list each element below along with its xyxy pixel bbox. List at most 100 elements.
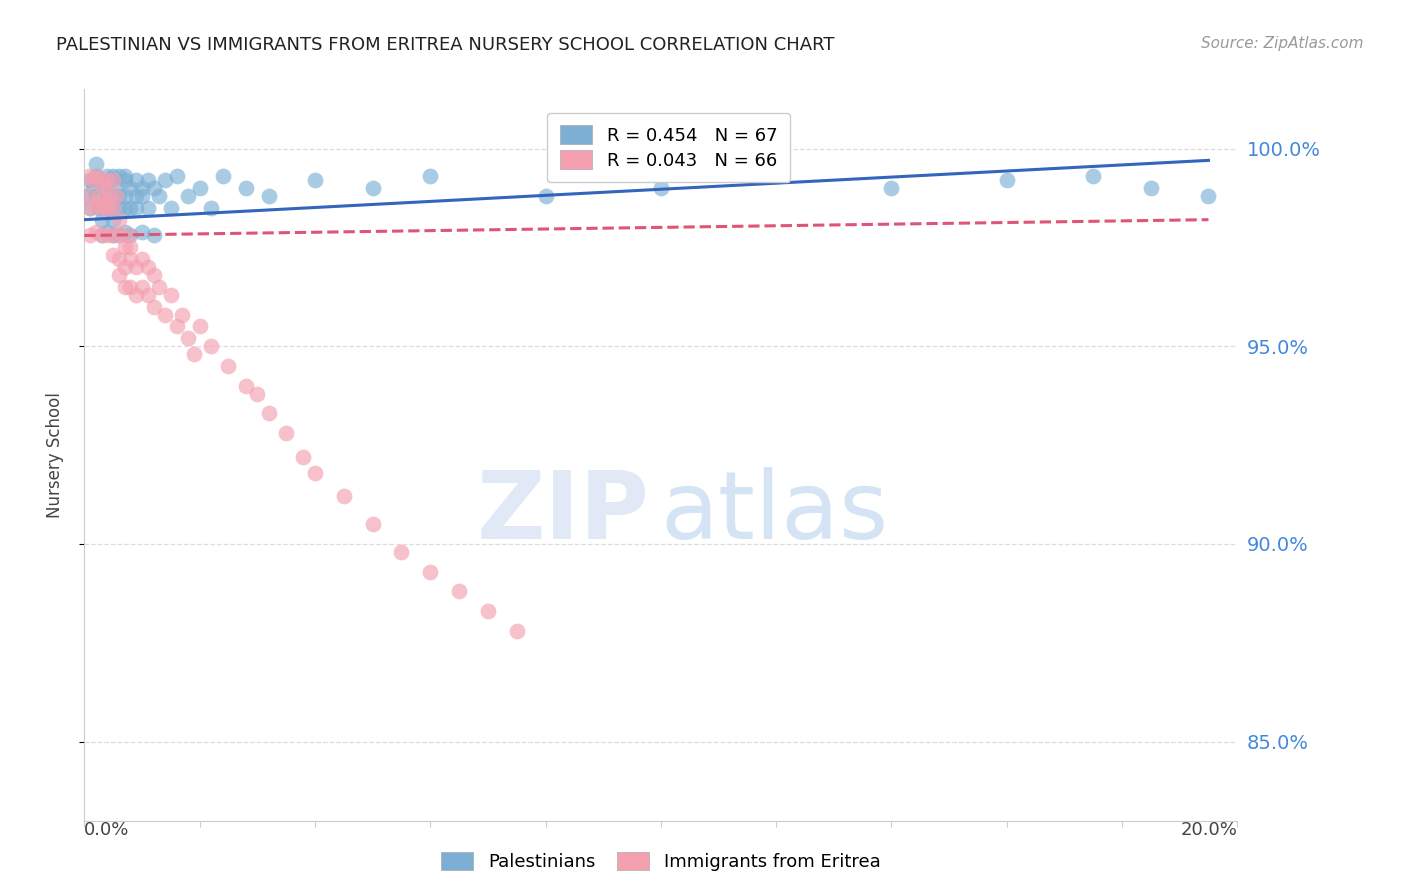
Point: [105, 181, 128, 195]
Point: [103, 228, 125, 243]
Point: [114, 189, 136, 203]
Text: ZIP: ZIP: [477, 467, 650, 559]
Point: [200, 339, 222, 353]
Point: [131, 189, 153, 203]
Point: [84, 169, 107, 184]
Point: [98, 173, 121, 187]
Point: [120, 181, 142, 195]
Point: [188, 319, 211, 334]
Point: [108, 268, 131, 282]
Point: [131, 225, 153, 239]
Point: [125, 189, 148, 203]
Point: [76, 189, 98, 203]
Point: [131, 181, 153, 195]
Point: [90, 212, 112, 227]
Point: [79, 173, 101, 187]
Point: [90, 197, 112, 211]
Point: [188, 181, 211, 195]
Point: [120, 201, 142, 215]
Point: [218, 359, 240, 373]
Point: [96, 201, 118, 215]
Point: [477, 604, 499, 618]
Point: [172, 308, 194, 322]
Point: [79, 228, 101, 243]
Point: [114, 225, 136, 239]
Point: [96, 169, 118, 184]
Point: [995, 173, 1018, 187]
Point: [235, 181, 257, 195]
Point: [200, 201, 222, 215]
Point: [90, 201, 112, 215]
Point: [125, 260, 148, 274]
Point: [114, 173, 136, 187]
Point: [166, 319, 188, 334]
Point: [304, 466, 326, 480]
Point: [120, 240, 142, 254]
Point: [1198, 189, 1220, 203]
Point: [276, 426, 298, 441]
Point: [114, 260, 136, 274]
Point: [98, 189, 121, 203]
Point: [82, 181, 104, 195]
Point: [153, 308, 176, 322]
Point: [1140, 181, 1163, 195]
Point: [153, 173, 176, 187]
Point: [246, 386, 269, 401]
Point: [82, 173, 104, 187]
Point: [96, 197, 118, 211]
Point: [103, 212, 125, 227]
Point: [103, 201, 125, 215]
Point: [880, 181, 903, 195]
Text: 20.0%: 20.0%: [1181, 821, 1237, 838]
Point: [105, 189, 128, 203]
Point: [108, 228, 131, 243]
Point: [93, 181, 115, 195]
Point: [103, 201, 125, 215]
Point: [77, 169, 100, 184]
Point: [84, 197, 107, 211]
Point: [449, 584, 471, 599]
Point: [177, 189, 200, 203]
Point: [125, 201, 148, 215]
Point: [96, 228, 118, 243]
Point: [108, 189, 131, 203]
Point: [84, 157, 107, 171]
Point: [419, 565, 441, 579]
Point: [76, 189, 98, 203]
Point: [142, 300, 165, 314]
Text: 0.0%: 0.0%: [84, 821, 129, 838]
Point: [142, 268, 165, 282]
Point: [96, 189, 118, 203]
Point: [103, 228, 125, 243]
Point: [136, 260, 159, 274]
Point: [90, 228, 112, 243]
Point: [87, 201, 110, 215]
Point: [534, 189, 557, 203]
Point: [90, 173, 112, 187]
Point: [79, 201, 101, 215]
Point: [292, 450, 315, 464]
Point: [142, 228, 165, 243]
Point: [96, 173, 118, 187]
Point: [103, 169, 125, 184]
Point: [103, 189, 125, 203]
Point: [148, 280, 170, 294]
Point: [114, 201, 136, 215]
Legend: Palestinians, Immigrants from Eritrea: Palestinians, Immigrants from Eritrea: [434, 845, 887, 879]
Point: [1083, 169, 1105, 184]
Point: [136, 173, 159, 187]
Point: [765, 169, 787, 184]
Text: atlas: atlas: [661, 467, 889, 559]
Point: [177, 331, 200, 345]
Point: [650, 181, 672, 195]
Point: [131, 280, 153, 294]
Point: [84, 189, 107, 203]
Point: [160, 201, 183, 215]
Point: [361, 517, 384, 532]
Point: [93, 181, 115, 195]
Point: [120, 280, 142, 294]
Point: [114, 240, 136, 254]
Point: [160, 287, 183, 301]
Point: [136, 287, 159, 301]
Point: [257, 189, 280, 203]
